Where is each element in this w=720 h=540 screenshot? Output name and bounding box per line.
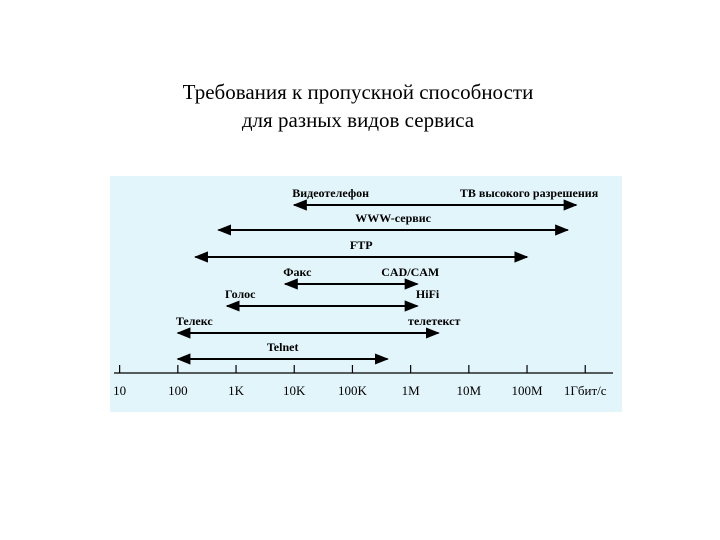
x-tick-label: 1K: [228, 383, 245, 398]
range-label: CAD/CAM: [381, 265, 439, 279]
x-tick-label: 1M: [402, 383, 421, 398]
range-label: Telnet: [267, 340, 299, 354]
x-tick-label: 100: [168, 383, 188, 398]
range-label: ТВ высокого разрешения: [460, 186, 599, 200]
range-label: WWW-сервис: [355, 211, 431, 225]
title-line: для разных видов сервиса: [242, 108, 475, 132]
x-tick-label: 1Гбит/с: [564, 383, 607, 398]
range-label: FTP: [350, 238, 373, 252]
x-tick-label: 10: [113, 383, 126, 398]
range-label: Видеотелефон: [292, 186, 369, 200]
range-label: HiFi: [416, 287, 440, 301]
range-label: телетекст: [408, 314, 460, 328]
range-label: Телекс: [176, 314, 214, 328]
title-line: Требования к пропускной способности: [183, 80, 534, 104]
x-tick-label: 100K: [338, 383, 368, 398]
range-label: Голос: [225, 287, 256, 301]
x-tick-label: 10K: [283, 383, 306, 398]
x-tick-label: 100M: [512, 383, 544, 398]
range-label: Факс: [283, 265, 312, 279]
x-tick-label: 10M: [457, 383, 482, 398]
